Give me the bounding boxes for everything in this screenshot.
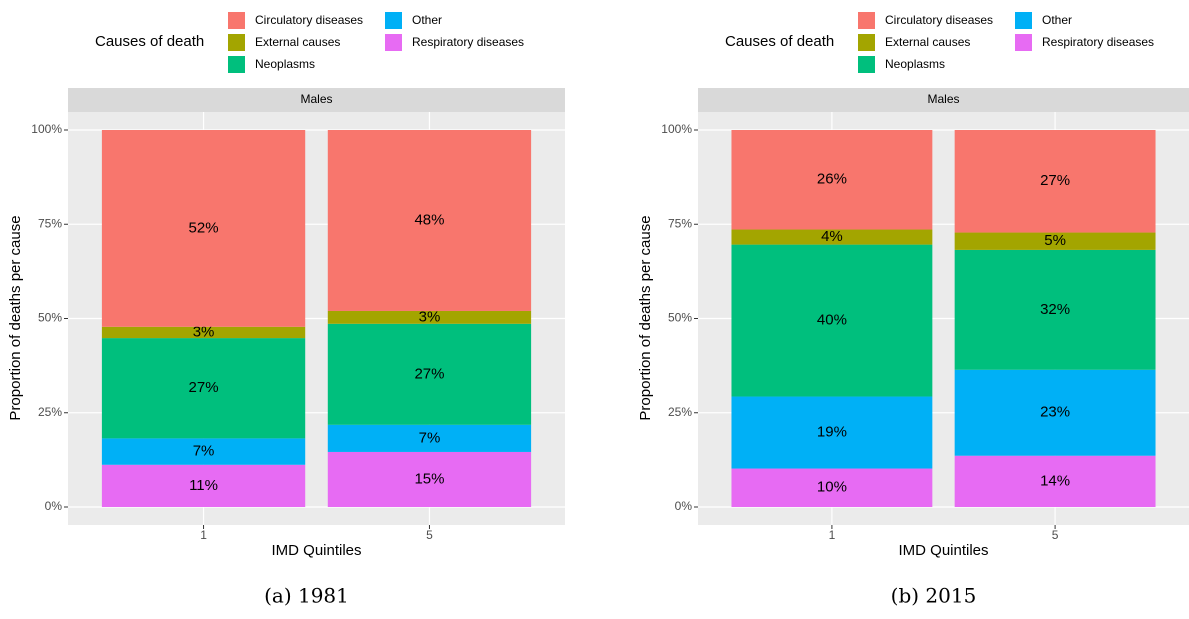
bar-segment [101,464,306,507]
bar-segment [731,229,933,245]
bar-segment [954,455,1156,507]
bar-segment [731,468,933,507]
bar-segment [954,369,1156,456]
strip-label: Males [927,92,959,106]
bar-segment [101,130,306,327]
y-tick-label: 25% [38,405,62,419]
value-label: 23% [1040,404,1070,421]
legend-key [228,34,245,51]
value-label: 3% [419,308,441,325]
value-label: 19% [817,424,847,441]
value-label: 27% [1040,172,1070,189]
bar-segment [327,130,532,311]
x-tick-label: 5 [426,528,433,542]
legend-key [385,34,402,51]
bar-segment [954,232,1156,250]
y-tick-label: 0% [45,499,63,513]
y-tick-label: 50% [38,311,62,325]
x-axis-title: IMD Quintiles [898,542,988,559]
legend-label: Respiratory diseases [1042,35,1154,49]
value-label: 48% [414,211,444,228]
bar-segment [731,396,933,469]
caption: (a) 1981 [264,584,349,608]
bar-segment [954,249,1156,370]
bar-segment [101,438,306,465]
legend-key [858,34,875,51]
value-label: 52% [189,219,219,236]
y-axis-title: Proportion of deaths per cause [637,215,654,420]
strip [698,88,1189,112]
y-tick-label: 25% [668,405,692,419]
x-axis-title: IMD Quintiles [271,542,361,559]
value-label: 26% [817,171,847,188]
y-tick-label: 50% [668,311,692,325]
legend-label: Other [412,13,442,27]
legend-key [228,56,245,73]
x-tick-label: 1 [200,528,207,542]
value-label: 27% [414,365,444,382]
value-label: 10% [817,479,847,496]
y-tick-label: 0% [675,499,693,513]
bar-segment [731,244,933,397]
legend-label: External causes [885,35,970,49]
strip [68,88,565,112]
legend-key [385,12,402,29]
bar-segment [101,338,306,439]
legend-label: External causes [255,35,340,49]
value-label: 7% [193,443,215,460]
value-label: 15% [414,470,444,487]
y-tick-label: 75% [668,216,692,230]
legend-key [228,12,245,29]
value-label: 5% [1044,232,1066,249]
value-label: 7% [419,429,441,446]
bar-segment [327,424,532,452]
legend-title: Causes of death [95,33,204,50]
legend-key [858,12,875,29]
value-label: 27% [189,379,219,396]
legend-label: Respiratory diseases [412,35,524,49]
legend-key [1015,12,1032,29]
legend-key [1015,34,1032,51]
y-tick-label: 100% [31,122,62,136]
bar-segment [101,326,306,339]
bar-segment [731,130,933,230]
bar-segment [954,130,1156,233]
y-tick-label: 100% [661,122,692,136]
y-tick-label: 75% [38,216,62,230]
legend-title: Causes of death [725,33,834,50]
strip-label: Males [300,92,332,106]
value-label: 4% [821,228,843,245]
bar-segment [327,451,532,507]
y-axis-title: Proportion of deaths per cause [7,215,24,420]
caption: (b) 2015 [891,584,977,608]
x-tick-label: 1 [829,528,836,542]
bar-segment [327,310,532,324]
x-tick-label: 5 [1052,528,1059,542]
legend-label: Circulatory diseases [255,13,363,27]
value-label: 40% [817,312,847,329]
legend-label: Circulatory diseases [885,13,993,27]
legend-label: Neoplasms [885,57,945,71]
legend-label: Neoplasms [255,57,315,71]
bar-segment [327,323,532,425]
value-label: 3% [193,323,215,340]
value-label: 32% [1040,301,1070,318]
value-label: 11% [189,477,218,494]
value-label: 14% [1040,472,1070,489]
legend-key [858,56,875,73]
legend-label: Other [1042,13,1072,27]
